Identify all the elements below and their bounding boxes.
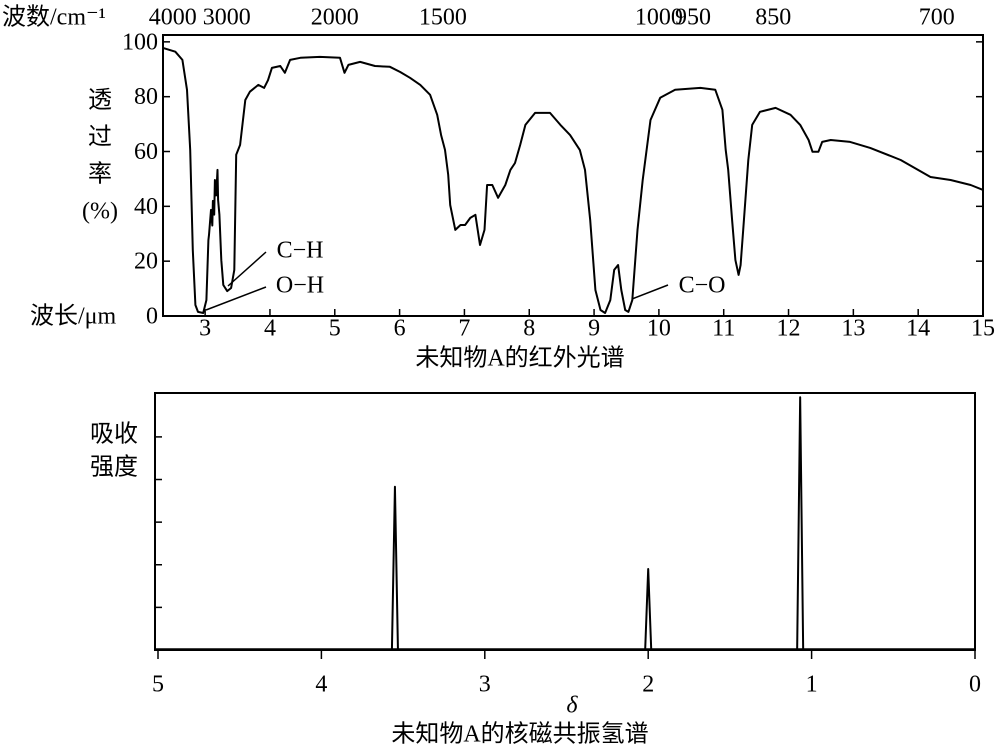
x-tick-label: 12 bbox=[777, 316, 801, 342]
annotation: C−O bbox=[679, 273, 726, 299]
y-axis-label: 吸收 bbox=[90, 421, 138, 448]
annotation: C−H bbox=[277, 238, 324, 264]
plot-frame bbox=[162, 34, 984, 317]
x-tick-label: 6 bbox=[394, 316, 406, 342]
x2-tick-label: 1500 bbox=[419, 5, 467, 31]
x-tick-label: 14 bbox=[906, 316, 930, 342]
y-axis-label: (%) bbox=[82, 199, 118, 225]
x-tick-label: 3 bbox=[199, 316, 211, 342]
y-axis-label: 过 bbox=[88, 124, 112, 151]
x-tick-label: 5 bbox=[152, 672, 164, 698]
x2-tick-label: 700 bbox=[919, 5, 955, 31]
annotation-leader bbox=[227, 251, 267, 287]
x-tick-label: 3 bbox=[479, 672, 491, 698]
x-tick-label: 1 bbox=[806, 672, 818, 698]
x-tick-label: 11 bbox=[712, 316, 735, 342]
x-tick-label: 4 bbox=[264, 316, 276, 342]
y-tick-label: 40 bbox=[134, 194, 158, 220]
y-tick-label: 80 bbox=[134, 84, 158, 110]
x-axis-label: 波长/μm bbox=[30, 303, 117, 330]
y-axis-label: 率 bbox=[88, 161, 112, 188]
peak bbox=[390, 485, 399, 650]
x2-tick-label: 2000 bbox=[311, 5, 359, 31]
peak bbox=[644, 568, 653, 650]
chart-title: 未知物A的核磁共振氢谱 bbox=[391, 721, 648, 748]
x2-tick-label: 4000 bbox=[149, 5, 197, 31]
y-axis-label: 强度 bbox=[90, 454, 138, 481]
x2-tick-label: 950 bbox=[675, 5, 711, 31]
spectrum-line bbox=[162, 46, 984, 314]
x-tick-label: 9 bbox=[588, 316, 600, 342]
x-tick-label: 10 bbox=[647, 316, 671, 342]
annotation-leader bbox=[631, 284, 669, 300]
x-tick-label: 0 bbox=[969, 672, 981, 698]
x-axis-label: δ bbox=[566, 693, 578, 719]
x-tick-label: 5 bbox=[329, 316, 341, 342]
y-tick-label: 20 bbox=[134, 249, 158, 275]
peak bbox=[796, 396, 805, 650]
x-tick-label: 13 bbox=[841, 316, 865, 342]
x-tick-label: 8 bbox=[523, 316, 535, 342]
x2-tick-label: 850 bbox=[755, 5, 791, 31]
annotation-leader bbox=[205, 286, 267, 311]
y-tick-label: 60 bbox=[134, 139, 158, 165]
y-tick-label: 0 bbox=[146, 304, 158, 330]
y-tick-label: 100 bbox=[122, 29, 158, 55]
chart-title: 未知物A的红外光谱 bbox=[415, 345, 624, 372]
x2-tick-label: 3000 bbox=[203, 5, 251, 31]
y-axis-label: 透 bbox=[88, 87, 112, 114]
x-tick-label: 2 bbox=[642, 672, 654, 698]
x-tick-label: 4 bbox=[315, 672, 327, 698]
annotation: O−H bbox=[276, 273, 324, 299]
x-tick-label: 15 bbox=[971, 316, 995, 342]
x-tick-label: 7 bbox=[458, 316, 470, 342]
x2-tick-label: 1000 bbox=[635, 5, 683, 31]
x2-axis-label: 波数/cm⁻¹ bbox=[2, 4, 106, 31]
